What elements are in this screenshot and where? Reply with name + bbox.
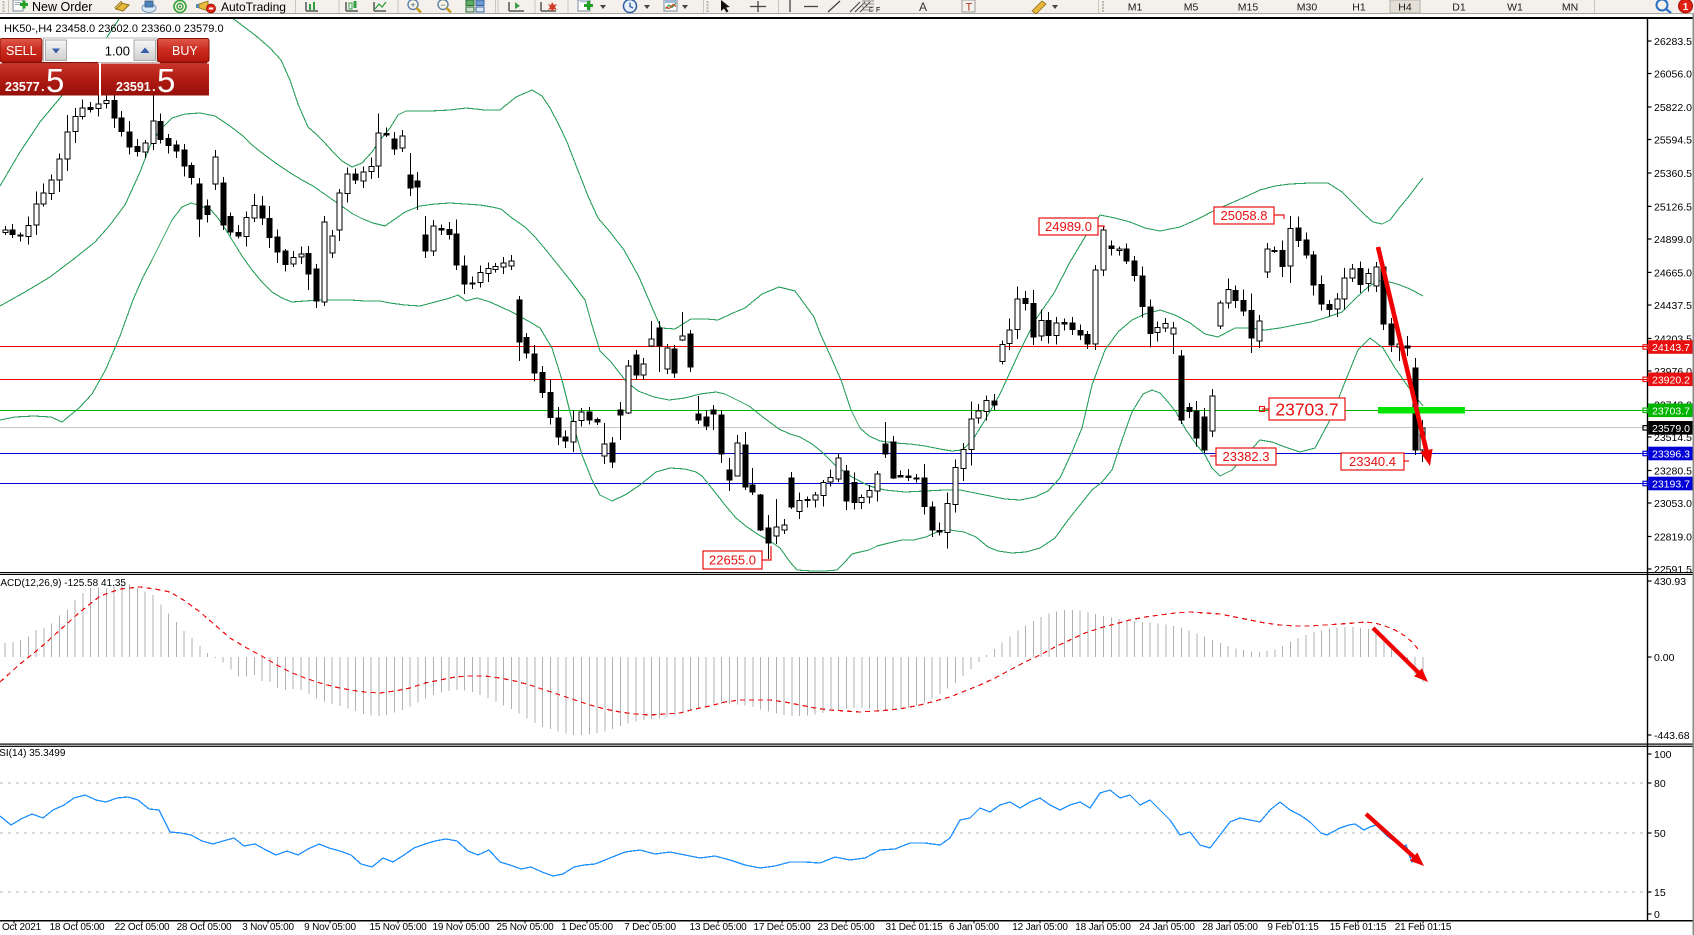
svg-text:23579.0: 23579.0	[1652, 423, 1690, 435]
svg-text:23396.3: 23396.3	[1652, 449, 1690, 461]
svg-text:+: +	[410, 0, 415, 10]
svg-text:AutoTrading: AutoTrading	[221, 0, 286, 14]
svg-text:23 Dec 05:00: 23 Dec 05:00	[817, 922, 875, 933]
svg-text:22819.0: 22819.0	[1654, 532, 1692, 544]
svg-text:M30: M30	[1297, 2, 1318, 14]
svg-text:18 Jan 05:00: 18 Jan 05:00	[1075, 922, 1131, 933]
svg-text:50: 50	[1654, 828, 1666, 840]
svg-text:23703.7: 23703.7	[1275, 399, 1338, 419]
svg-text:9 Feb 01:15: 9 Feb 01:15	[1267, 922, 1319, 933]
svg-text:H1: H1	[1352, 2, 1366, 14]
svg-text:M1: M1	[1128, 2, 1143, 14]
svg-text:23703.7: 23703.7	[1652, 405, 1690, 417]
svg-text:23382.3: 23382.3	[1223, 449, 1270, 464]
svg-text:H4: H4	[1398, 2, 1412, 14]
svg-text:BUY: BUY	[172, 44, 198, 58]
svg-text:New Order: New Order	[32, 0, 92, 14]
svg-text:25360.5: 25360.5	[1654, 168, 1692, 180]
svg-text:19 Nov 05:00: 19 Nov 05:00	[432, 922, 490, 933]
svg-text:23514.5: 23514.5	[1654, 432, 1692, 444]
svg-text:31 Dec 01:15: 31 Dec 01:15	[885, 922, 943, 933]
svg-text:23280.5: 23280.5	[1654, 466, 1692, 478]
svg-text:MN: MN	[1562, 2, 1578, 14]
svg-text:25058.8: 25058.8	[1221, 208, 1268, 223]
svg-text:100: 100	[1654, 749, 1672, 761]
svg-text:24665.0: 24665.0	[1654, 267, 1692, 279]
svg-text:SELL: SELL	[6, 44, 37, 58]
svg-text:1.00: 1.00	[105, 44, 130, 59]
svg-text:23591: 23591	[116, 80, 151, 94]
svg-text:23340.4: 23340.4	[1349, 454, 1396, 469]
svg-text:9 Nov 05:00: 9 Nov 05:00	[304, 922, 356, 933]
svg-text:Oct 2021: Oct 2021	[2, 922, 42, 933]
svg-text:T: T	[966, 2, 973, 14]
svg-text:28 Jan 05:00: 28 Jan 05:00	[1202, 922, 1258, 933]
svg-text:15 Nov 05:00: 15 Nov 05:00	[369, 922, 427, 933]
svg-text:23577: 23577	[5, 80, 40, 94]
svg-text:24989.0: 24989.0	[1045, 219, 1092, 234]
svg-text:5: 5	[157, 62, 175, 99]
svg-text:24899.0: 24899.0	[1654, 234, 1692, 246]
svg-text:.: .	[41, 79, 45, 94]
svg-text:15 Feb 01:15: 15 Feb 01:15	[1330, 922, 1387, 933]
svg-text:W1: W1	[1507, 2, 1523, 14]
svg-text:F: F	[876, 7, 880, 14]
svg-text:23920.2: 23920.2	[1652, 374, 1690, 386]
svg-text:5: 5	[46, 62, 64, 99]
svg-text:26056.0: 26056.0	[1654, 69, 1692, 81]
svg-text:E: E	[869, 8, 873, 14]
svg-text:0: 0	[1654, 909, 1660, 921]
svg-text:26283.5: 26283.5	[1654, 36, 1692, 48]
svg-text:-443.68: -443.68	[1654, 730, 1690, 742]
svg-text:28 Oct 05:00: 28 Oct 05:00	[177, 922, 232, 933]
svg-text:23193.7: 23193.7	[1652, 479, 1690, 491]
svg-text:24437.5: 24437.5	[1654, 300, 1692, 312]
svg-text:25822.0: 25822.0	[1654, 102, 1692, 114]
svg-text:18 Oct 05:00: 18 Oct 05:00	[50, 922, 105, 933]
svg-text:A: A	[919, 0, 927, 14]
svg-text:12 Jan 05:00: 12 Jan 05:00	[1012, 922, 1068, 933]
svg-text:0.00: 0.00	[1654, 652, 1675, 664]
svg-text:7 Dec 05:00: 7 Dec 05:00	[624, 922, 676, 933]
svg-text:.: .	[152, 79, 156, 94]
svg-text:M5: M5	[1184, 2, 1199, 14]
svg-text:23053.0: 23053.0	[1654, 498, 1692, 510]
svg-text:21 Feb 01:15: 21 Feb 01:15	[1395, 922, 1452, 933]
svg-text:−: −	[440, 0, 445, 10]
svg-text:MACD(12,26,9) -125.58 41.35: MACD(12,26,9) -125.58 41.35	[0, 578, 126, 589]
svg-text:80: 80	[1654, 778, 1666, 790]
svg-text:24143.7: 24143.7	[1652, 342, 1690, 354]
svg-text:D1: D1	[1452, 2, 1466, 14]
svg-text:25594.5: 25594.5	[1654, 135, 1692, 147]
svg-text:24 Jan 05:00: 24 Jan 05:00	[1139, 922, 1195, 933]
svg-text:6 Jan 05:00: 6 Jan 05:00	[949, 922, 1000, 933]
svg-text:1 Dec 05:00: 1 Dec 05:00	[561, 922, 613, 933]
svg-text:M15: M15	[1238, 2, 1259, 14]
svg-text:22 Oct 05:00: 22 Oct 05:00	[115, 922, 170, 933]
svg-text:25126.5: 25126.5	[1654, 201, 1692, 213]
svg-text:3 Nov 05:00: 3 Nov 05:00	[242, 922, 294, 933]
svg-text:15: 15	[1654, 887, 1666, 899]
svg-text:17 Dec 05:00: 17 Dec 05:00	[753, 922, 811, 933]
svg-text:25 Nov 05:00: 25 Nov 05:00	[496, 922, 554, 933]
svg-text:1: 1	[1683, 2, 1689, 13]
svg-text:HK50-,H4 23458.0 23602.0 2336: HK50-,H4 23458.0 23602.0 23360.0 23579.0	[4, 23, 224, 35]
svg-text:430.93: 430.93	[1654, 576, 1686, 588]
svg-text:RSI(14) 35.3499: RSI(14) 35.3499	[0, 748, 66, 759]
svg-text:13 Dec 05:00: 13 Dec 05:00	[689, 922, 747, 933]
svg-text:22655.0: 22655.0	[709, 553, 756, 568]
